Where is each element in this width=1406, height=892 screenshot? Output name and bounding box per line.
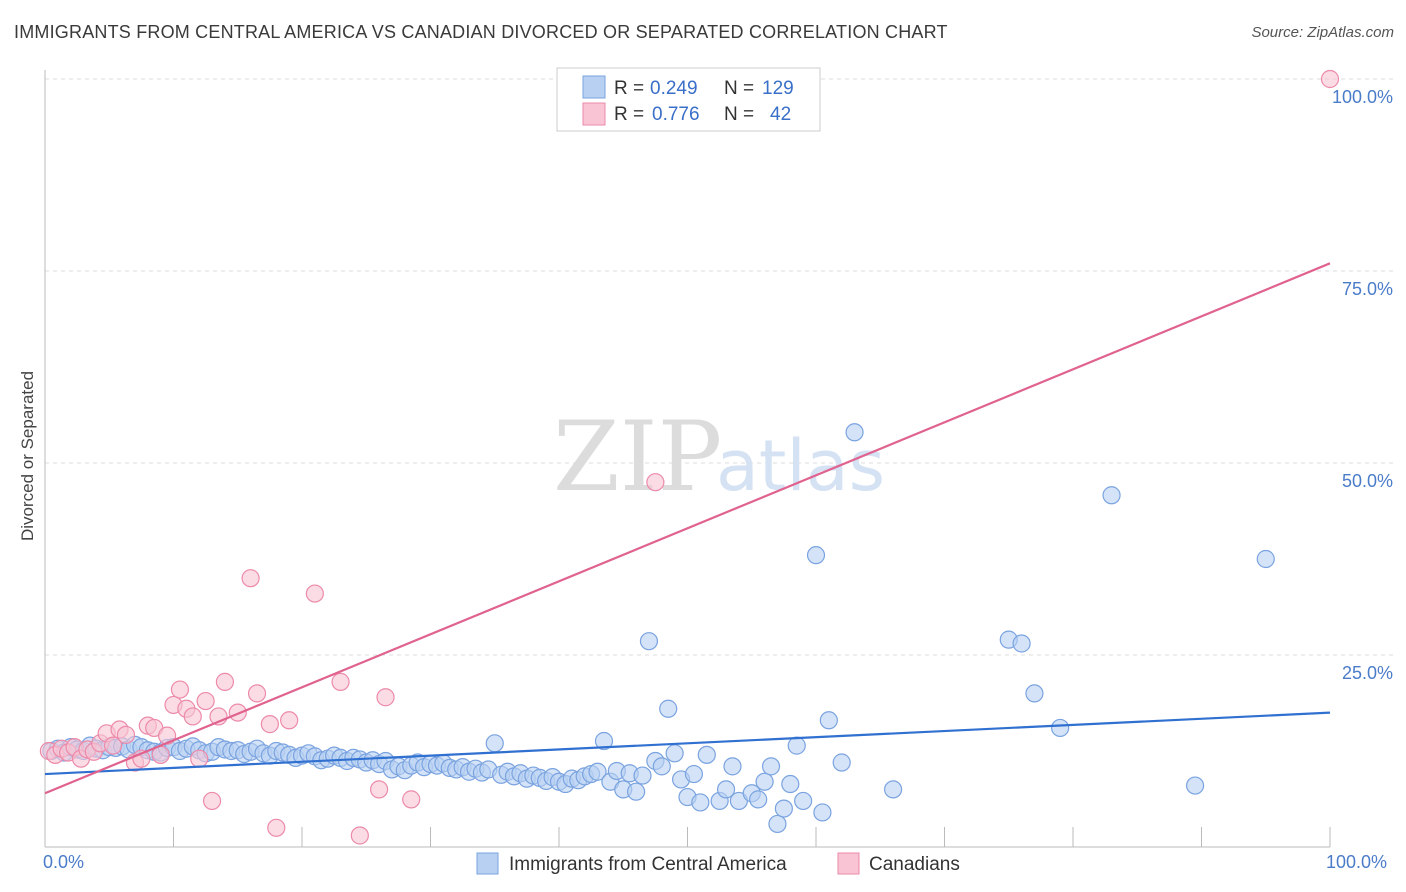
series-canadians-points	[39, 69, 1340, 845]
immigrants-point-119	[832, 753, 851, 772]
immigrants-point-85	[588, 762, 607, 781]
y-tick-label-50: 50.0%	[1342, 471, 1393, 491]
canadians-point-32	[267, 818, 286, 837]
canadians-point-31	[260, 715, 279, 734]
y-tick-labels: 25.0% 50.0% 75.0% 100.0%	[1332, 87, 1393, 683]
immigrants-point-95	[652, 757, 671, 776]
canadians-point-24	[196, 691, 215, 711]
chart-title: IMMIGRANTS FROM CENTRAL AMERICA VS CANAD…	[14, 22, 948, 42]
series-legend: Immigrants from Central America Canadian…	[476, 852, 960, 875]
canadians-point-38	[376, 688, 395, 707]
canadians-point-22	[183, 707, 202, 726]
watermark-zip: ZIP	[553, 401, 722, 513]
watermark: ZIP atlas	[553, 401, 885, 513]
legend-n-value-2: 42	[770, 104, 791, 125]
canadians-point-20	[170, 680, 190, 699]
canadians-point-23	[190, 749, 209, 768]
canadians-point-18	[157, 726, 177, 745]
canadians-point-29	[241, 569, 260, 588]
legend-n-label-2: N =	[724, 104, 754, 125]
legend-r-value-2: 0.776	[652, 104, 700, 125]
immigrants-point-104	[716, 780, 736, 799]
immigrants-point-97	[665, 744, 684, 763]
trend-line-canadians	[44, 262, 1331, 795]
immigrants-point-108	[749, 790, 768, 809]
immigrants-point-110	[761, 757, 781, 776]
immigrants-point-91	[626, 782, 646, 801]
immigrants-point-112	[774, 799, 793, 818]
immigrants-point-92	[633, 766, 652, 785]
legend-swatch-pink	[582, 102, 606, 126]
immigrants-point-93	[639, 632, 659, 651]
immigrants-point-125	[1051, 718, 1070, 738]
canadians-point-12	[116, 725, 136, 744]
canadians-point-40	[646, 473, 665, 492]
source-label: Source: ZipAtlas.com	[1251, 24, 1394, 41]
canadians-point-27	[215, 672, 234, 691]
bottom-legend-label-canadians: Canadians	[869, 854, 960, 875]
immigrants-point-116	[806, 546, 826, 565]
legend-n-value-1: 129	[762, 78, 794, 99]
bottom-legend-swatch-pink	[837, 852, 860, 875]
immigrants-point-118	[819, 711, 838, 730]
immigrants-point-113	[781, 774, 800, 794]
immigrants-point-128	[1256, 549, 1275, 569]
canadians-point-25	[202, 791, 222, 811]
legend-r-value-1: 0.249	[650, 78, 698, 99]
immigrants-point-105	[723, 757, 742, 776]
legend-r-label-2: R =	[614, 104, 644, 125]
canadians-point-30	[247, 684, 267, 703]
x-tick-label-max: 100.0%	[1326, 852, 1387, 872]
immigrants-point-117	[813, 803, 832, 822]
bottom-legend-label-immigrants: Immigrants from Central America	[509, 854, 787, 875]
bottom-legend-swatch-blue	[476, 852, 499, 875]
immigrants-point-100	[684, 764, 704, 784]
canadians-point-36	[350, 826, 369, 845]
trend-line-immigrants	[44, 711, 1331, 776]
y-tick-label-25: 25.0%	[1342, 663, 1393, 683]
canadians-point-37	[370, 780, 389, 799]
y-tick-label-75: 75.0%	[1342, 279, 1393, 299]
legend-swatch-blue	[582, 75, 606, 99]
immigrants-point-123	[1012, 634, 1031, 653]
immigrants-point-121	[883, 780, 903, 799]
canadians-point-10	[104, 736, 123, 755]
legend-n-label-1: N =	[724, 78, 754, 99]
immigrants-point-86	[594, 731, 614, 751]
immigrants-point-115	[794, 791, 813, 811]
x-tick-label-min: 0.0%	[43, 852, 84, 872]
immigrants-point-96	[659, 699, 678, 718]
immigrants-point-120	[845, 423, 864, 442]
canadians-point-39	[402, 790, 421, 809]
y-tick-label-100: 100.0%	[1332, 87, 1393, 107]
trend-lines	[44, 262, 1331, 795]
immigrants-point-126	[1102, 486, 1121, 505]
x-ticks	[44, 827, 1331, 847]
canadians-point-41	[1320, 69, 1340, 89]
legend-r-label-1: R =	[614, 78, 644, 99]
canadians-point-35	[331, 672, 350, 691]
immigrants-point-102	[697, 745, 716, 764]
immigrants-point-127	[1185, 776, 1205, 795]
y-axis-title: Divorced or Separated	[18, 371, 37, 541]
canadians-point-33	[280, 711, 299, 730]
immigrants-point-69	[485, 734, 504, 753]
immigrants-point-114	[787, 736, 806, 755]
canadians-point-34	[305, 584, 324, 603]
grid-lines	[45, 78, 1395, 656]
immigrants-point-101	[691, 793, 710, 812]
immigrants-point-109	[755, 772, 774, 791]
immigrants-point-124	[1025, 684, 1044, 703]
correlation-legend: R = 0.249 N = 129 R = 0.776 N = 42	[556, 67, 821, 132]
immigrants-point-111	[768, 814, 787, 834]
